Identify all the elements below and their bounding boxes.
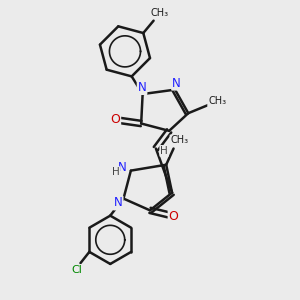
Text: CH₃: CH₃	[208, 96, 226, 106]
Text: Cl: Cl	[71, 265, 82, 275]
Text: O: O	[169, 210, 178, 223]
Text: CH₃: CH₃	[150, 8, 169, 18]
Text: H: H	[160, 146, 168, 156]
Text: N: N	[172, 77, 181, 90]
Text: N: N	[114, 196, 123, 209]
Text: H: H	[112, 167, 119, 177]
Text: N: N	[138, 81, 146, 94]
Text: N: N	[118, 160, 127, 174]
Text: CH₃: CH₃	[170, 135, 188, 145]
Text: O: O	[110, 113, 120, 127]
